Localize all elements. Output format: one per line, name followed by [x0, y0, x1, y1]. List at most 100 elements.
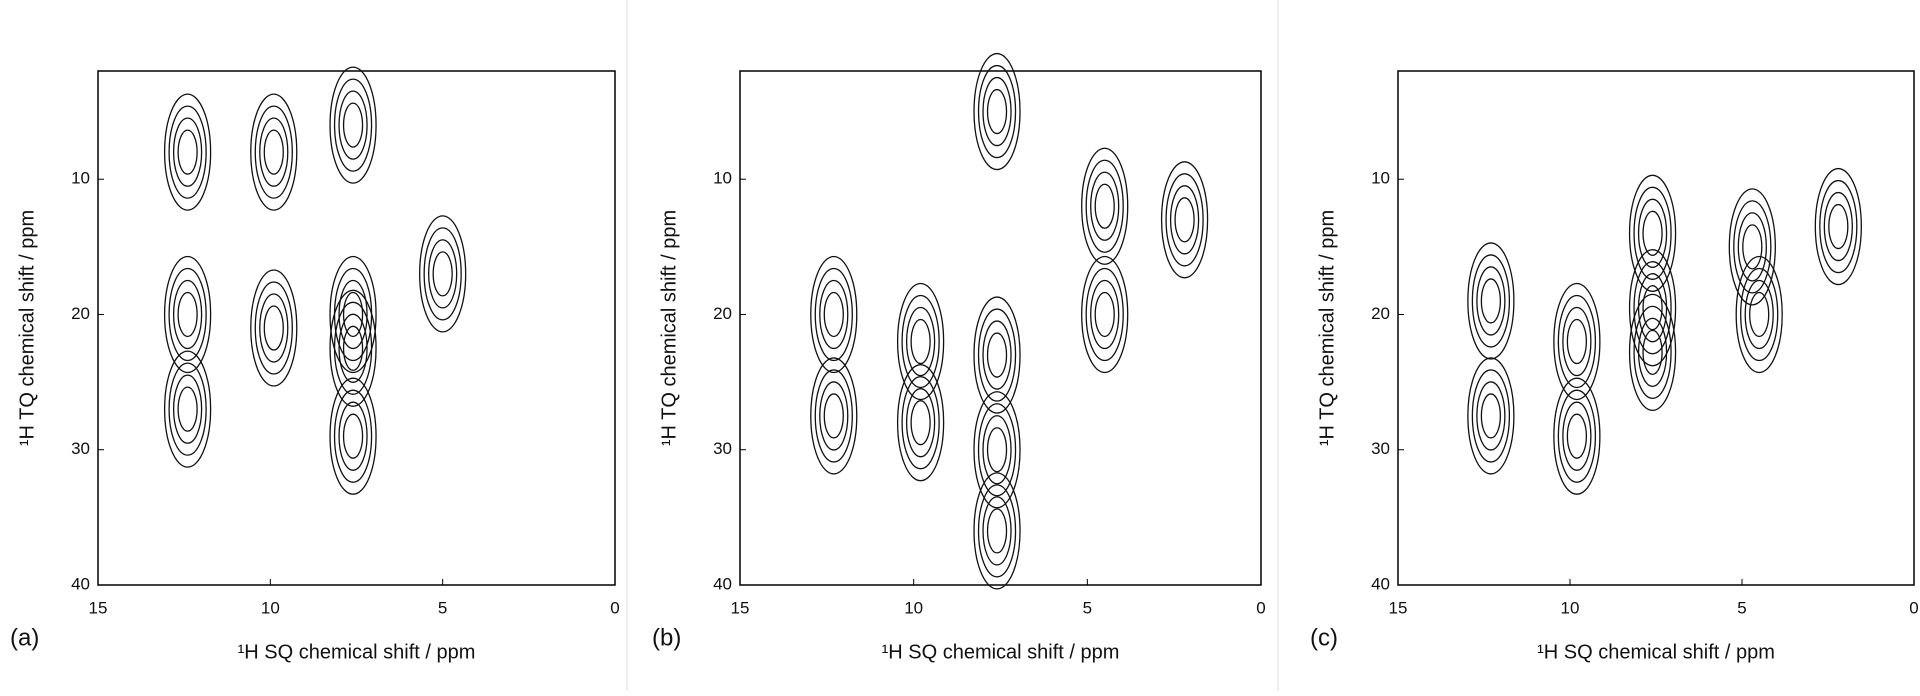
contour-line [1735, 255, 1783, 374]
x-tick-label: 5 [1083, 598, 1092, 617]
contour-line [329, 377, 377, 495]
contour-line [172, 279, 203, 350]
contour-line [342, 102, 364, 148]
contour-line [428, 239, 458, 309]
contour-line [333, 78, 373, 172]
contour-line [259, 117, 289, 187]
panel-label: (b) [652, 624, 681, 651]
y-tick-label: 10 [71, 169, 90, 188]
contour-line [338, 401, 368, 471]
contour-line [982, 415, 1012, 485]
x-tick-label: 5 [1737, 598, 1746, 617]
contour-line [1160, 161, 1209, 279]
contour-line [177, 291, 198, 338]
contour-line [819, 279, 849, 350]
contour-line [177, 386, 198, 432]
contour-line [973, 391, 1021, 509]
contour-line [1081, 255, 1129, 374]
contour-line [977, 64, 1017, 159]
contour-line [1733, 200, 1772, 294]
x-tick-label: 15 [1389, 598, 1408, 617]
contour-line [338, 313, 368, 383]
contour-line [163, 93, 212, 211]
contour-line [342, 325, 364, 371]
contour-line [977, 484, 1017, 578]
contour-line [986, 88, 1008, 135]
contour-line [1744, 279, 1774, 350]
contour-line [901, 376, 940, 470]
contour-line [163, 255, 212, 374]
contour-line [329, 289, 377, 407]
y-tick-label: 10 [1371, 169, 1390, 188]
contour-line [986, 508, 1008, 554]
contour-line [1633, 261, 1672, 355]
y-tick-label: 30 [1371, 439, 1390, 458]
contour-line [810, 255, 858, 374]
contour-line [810, 357, 858, 475]
contour-line [896, 364, 945, 482]
contour-line [172, 117, 203, 187]
contour-line [1467, 242, 1515, 360]
contour-line [163, 350, 212, 468]
contour-line [1090, 279, 1120, 350]
contour-line [329, 66, 377, 184]
y-tick-label: 30 [713, 439, 732, 458]
contour-line [1476, 266, 1506, 336]
contour-line [342, 413, 364, 459]
contour-line [342, 291, 364, 338]
contour-line [172, 374, 203, 444]
x-axis-label: ¹H SQ chemical shift / ppm [1537, 641, 1775, 663]
contour-line [1566, 318, 1588, 365]
contour-line [1165, 173, 1204, 267]
contour-line [986, 427, 1008, 473]
contour-line [1737, 212, 1767, 282]
contour-line [1480, 393, 1502, 439]
y-tick-label: 30 [71, 439, 90, 458]
contour-line [1823, 191, 1853, 262]
contour-line [982, 76, 1012, 147]
contour-line [1633, 305, 1672, 399]
contour-line [1749, 291, 1770, 338]
contour-line [1637, 198, 1668, 268]
contour-line [823, 291, 844, 338]
x-axis-label: ¹H SQ chemical shift / ppm [882, 641, 1120, 663]
contour-line [1557, 389, 1597, 483]
contour-line [901, 294, 940, 389]
contour-line [823, 393, 844, 439]
contour-line [1467, 357, 1515, 475]
y-axis-label: ¹H TQ chemical shift / ppm [16, 210, 38, 446]
x-tick-label: 5 [438, 598, 447, 617]
y-tick-label: 40 [713, 574, 732, 593]
contour-line [168, 105, 207, 199]
y-axis-label: ¹H TQ chemical shift / ppm [658, 210, 680, 446]
contour-line [1090, 171, 1120, 241]
contour-line [814, 369, 853, 463]
contour-line [1628, 249, 1677, 367]
contour-line [259, 293, 289, 363]
contour-line [1628, 174, 1677, 292]
contour-line [973, 472, 1021, 590]
contour-line [177, 129, 198, 175]
contour-line [1819, 179, 1858, 274]
contour-line [250, 269, 298, 387]
contour-line [1562, 401, 1592, 471]
contour-line [1628, 293, 1677, 411]
contour-line [977, 308, 1017, 402]
contour-line [1642, 210, 1663, 256]
contour-line [333, 389, 373, 483]
contour-line [338, 90, 368, 160]
contour-line [986, 332, 1008, 378]
contour-line [1174, 197, 1195, 243]
contour-line [1828, 203, 1849, 250]
x-tick-label: 0 [610, 598, 619, 617]
y-tick-label: 20 [71, 304, 90, 323]
contour-line [263, 129, 284, 175]
contour-line [1471, 254, 1511, 348]
contour-line [254, 281, 293, 375]
contour-line [168, 267, 207, 362]
y-tick-label: 20 [1371, 304, 1390, 323]
contour-line [982, 320, 1012, 390]
contour-line [329, 255, 377, 374]
contour-line [338, 279, 368, 350]
x-tick-label: 15 [731, 598, 750, 617]
